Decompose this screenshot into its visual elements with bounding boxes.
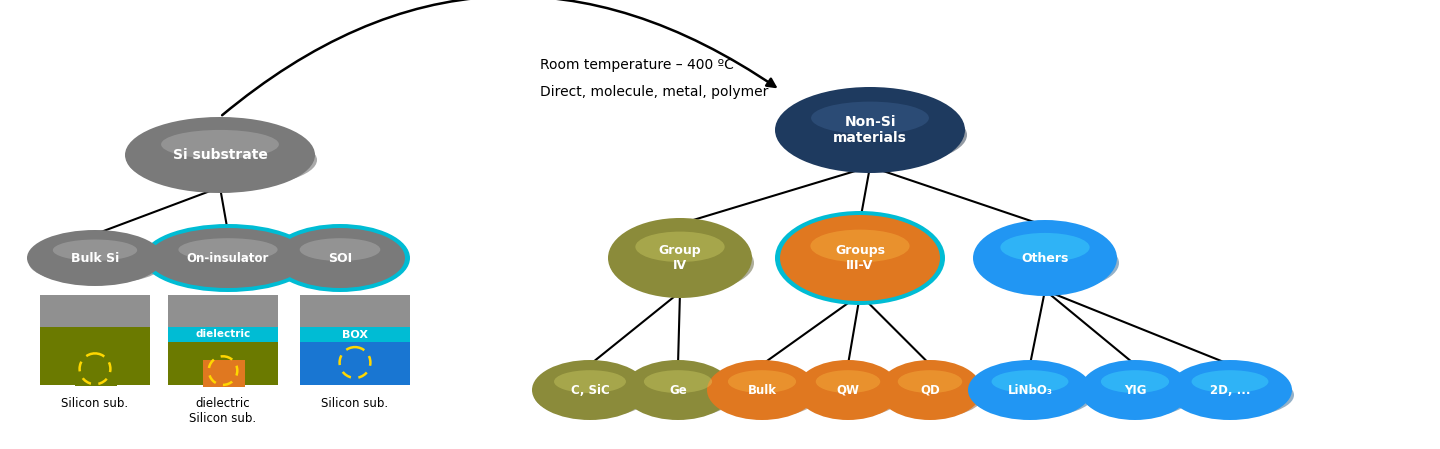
Bar bbox=[300, 342, 410, 385]
Text: Direct, molecule, metal, polymer: Direct, molecule, metal, polymer bbox=[540, 85, 769, 99]
Ellipse shape bbox=[29, 242, 166, 284]
Ellipse shape bbox=[635, 232, 724, 262]
Ellipse shape bbox=[727, 370, 796, 393]
Ellipse shape bbox=[644, 370, 713, 393]
Text: Non-Si
materials: Non-Si materials bbox=[834, 115, 907, 145]
Ellipse shape bbox=[780, 215, 940, 301]
Text: Room temperature – 400 ºC: Room temperature – 400 ºC bbox=[540, 58, 734, 72]
Text: QW: QW bbox=[837, 383, 860, 396]
Ellipse shape bbox=[778, 103, 968, 167]
Ellipse shape bbox=[127, 132, 317, 189]
Ellipse shape bbox=[1080, 360, 1189, 420]
Ellipse shape bbox=[775, 211, 945, 305]
Ellipse shape bbox=[798, 373, 901, 418]
Ellipse shape bbox=[815, 370, 880, 393]
Ellipse shape bbox=[624, 360, 733, 420]
Bar bbox=[300, 326, 410, 342]
Text: dielectric: dielectric bbox=[196, 329, 251, 339]
Text: SOI: SOI bbox=[328, 251, 351, 264]
Bar bbox=[168, 295, 278, 326]
Ellipse shape bbox=[796, 360, 900, 420]
Text: Others: Others bbox=[1021, 251, 1068, 264]
Ellipse shape bbox=[275, 228, 405, 288]
Text: Si substrate: Si substrate bbox=[173, 148, 268, 162]
Text: Silicon sub.: Silicon sub. bbox=[321, 397, 389, 410]
Text: YIG: YIG bbox=[1123, 383, 1146, 396]
Ellipse shape bbox=[707, 360, 816, 420]
Ellipse shape bbox=[179, 238, 278, 261]
Ellipse shape bbox=[611, 233, 755, 293]
Ellipse shape bbox=[811, 101, 929, 134]
Ellipse shape bbox=[276, 241, 408, 286]
Text: On-insulator: On-insulator bbox=[187, 251, 269, 264]
Ellipse shape bbox=[880, 373, 984, 418]
Ellipse shape bbox=[878, 360, 982, 420]
Text: QD: QD bbox=[920, 383, 940, 396]
Ellipse shape bbox=[271, 224, 410, 292]
Text: LiNbO₃: LiNbO₃ bbox=[1008, 383, 1053, 396]
Bar bbox=[203, 360, 245, 387]
Text: Groups
III-V: Groups III-V bbox=[835, 244, 886, 272]
Text: Silicon sub.: Silicon sub. bbox=[62, 397, 128, 410]
Ellipse shape bbox=[775, 87, 965, 173]
Ellipse shape bbox=[53, 239, 137, 261]
Text: Bulk Si: Bulk Si bbox=[71, 251, 120, 264]
Bar bbox=[75, 353, 117, 386]
Text: C, SiC: C, SiC bbox=[570, 383, 609, 396]
Ellipse shape bbox=[708, 373, 819, 418]
Bar bbox=[168, 342, 278, 385]
Ellipse shape bbox=[811, 229, 910, 262]
Ellipse shape bbox=[150, 241, 310, 286]
Text: Ge: Ge bbox=[670, 383, 687, 396]
Ellipse shape bbox=[161, 130, 279, 159]
Ellipse shape bbox=[1191, 370, 1269, 393]
Bar bbox=[168, 326, 278, 342]
Ellipse shape bbox=[975, 234, 1119, 291]
Bar bbox=[300, 295, 410, 326]
Ellipse shape bbox=[143, 224, 312, 292]
Text: BOX: BOX bbox=[343, 330, 369, 339]
Ellipse shape bbox=[971, 373, 1094, 418]
Ellipse shape bbox=[625, 373, 734, 418]
Ellipse shape bbox=[973, 220, 1117, 296]
Ellipse shape bbox=[1169, 373, 1295, 418]
Bar bbox=[40, 326, 150, 385]
Ellipse shape bbox=[608, 218, 752, 298]
Ellipse shape bbox=[1168, 360, 1292, 420]
Ellipse shape bbox=[27, 230, 163, 286]
Ellipse shape bbox=[1102, 370, 1169, 393]
Bar bbox=[40, 295, 150, 326]
Ellipse shape bbox=[300, 238, 380, 261]
Ellipse shape bbox=[531, 360, 648, 420]
Ellipse shape bbox=[554, 370, 626, 393]
Text: Group
IV: Group IV bbox=[658, 244, 701, 272]
Text: 2D, ...: 2D, ... bbox=[1210, 383, 1250, 396]
Ellipse shape bbox=[534, 373, 649, 418]
Ellipse shape bbox=[125, 117, 315, 193]
Text: Bulk: Bulk bbox=[747, 383, 776, 396]
Text: dielectric
Silicon sub.: dielectric Silicon sub. bbox=[190, 397, 256, 425]
Ellipse shape bbox=[897, 370, 962, 393]
Ellipse shape bbox=[782, 231, 942, 295]
Ellipse shape bbox=[1001, 233, 1090, 262]
Ellipse shape bbox=[148, 228, 308, 288]
Ellipse shape bbox=[992, 370, 1068, 393]
Ellipse shape bbox=[1081, 373, 1192, 418]
Ellipse shape bbox=[968, 360, 1092, 420]
